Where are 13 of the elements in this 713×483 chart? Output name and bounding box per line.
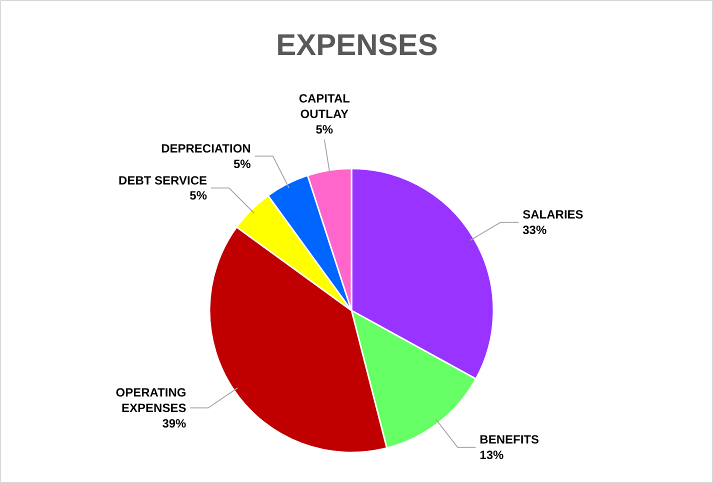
data-label: 5%	[190, 188, 208, 203]
data-label: 5%	[316, 122, 334, 136]
slice-label: CAPITAL OUTLAY	[298, 92, 350, 121]
data-label: 39%	[162, 416, 187, 430]
slice-label: DEPRECIATION	[161, 141, 251, 156]
slice-label: OPERATING EXPENSES	[116, 385, 186, 415]
data-label: 13%	[480, 448, 504, 462]
slice-label: SALARIES	[522, 208, 584, 222]
data-label: 5%	[234, 156, 252, 171]
slice-label: BENEFITS	[480, 432, 540, 447]
data-label: 33%	[522, 223, 547, 238]
chart-title: EXPENSES	[276, 29, 438, 62]
slice-label: DEBT SERVICE	[118, 173, 208, 188]
